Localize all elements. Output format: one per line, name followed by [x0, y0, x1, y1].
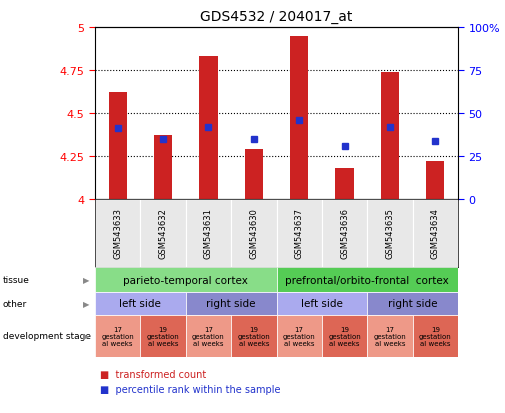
Text: parieto-temporal cortex: parieto-temporal cortex [123, 275, 248, 285]
Bar [277, 199, 322, 267]
Bar [277, 267, 458, 292]
Bar [245, 150, 263, 199]
Text: ■  transformed count: ■ transformed count [100, 370, 207, 380]
Text: 19
gestation
al weeks: 19 gestation al weeks [328, 326, 361, 346]
Bar [413, 315, 458, 357]
Bar [277, 315, 322, 357]
Bar [290, 36, 308, 199]
Text: GSM543635: GSM543635 [385, 208, 394, 259]
Text: ▶: ▶ [83, 275, 90, 284]
Text: 19
gestation
al weeks: 19 gestation al weeks [146, 326, 179, 346]
Text: 19
gestation
al weeks: 19 gestation al weeks [419, 326, 451, 346]
Bar [335, 169, 353, 199]
Bar [140, 315, 186, 357]
Bar [186, 292, 277, 315]
Text: GSM543632: GSM543632 [159, 208, 168, 259]
Bar [186, 199, 231, 267]
Text: GSM543630: GSM543630 [249, 208, 259, 259]
Text: tissue: tissue [3, 275, 29, 284]
Bar [381, 73, 399, 199]
Text: development stage: development stage [3, 332, 90, 341]
Text: 17
gestation
al weeks: 17 gestation al weeks [102, 326, 134, 346]
Bar [367, 315, 413, 357]
Text: ▶: ▶ [83, 299, 90, 308]
Text: other: other [3, 299, 27, 308]
Text: GSM543633: GSM543633 [113, 208, 122, 259]
Text: right side: right side [388, 299, 437, 309]
Text: ▶: ▶ [83, 332, 90, 341]
Bar [231, 199, 277, 267]
Title: GDS4532 / 204017_at: GDS4532 / 204017_at [200, 10, 352, 24]
Text: 19
gestation
al weeks: 19 gestation al weeks [237, 326, 270, 346]
Text: 17
gestation
al weeks: 17 gestation al weeks [283, 326, 316, 346]
Text: left side: left side [120, 299, 161, 309]
Text: GSM543636: GSM543636 [340, 208, 349, 259]
Text: ■  percentile rank within the sample: ■ percentile rank within the sample [100, 384, 281, 394]
Bar [426, 162, 444, 199]
Bar [95, 267, 277, 292]
Bar [231, 315, 277, 357]
Bar [140, 199, 186, 267]
Bar [186, 315, 231, 357]
Text: GSM543631: GSM543631 [204, 208, 213, 259]
Bar [95, 199, 140, 267]
Text: right side: right side [207, 299, 256, 309]
Bar [109, 93, 127, 199]
Text: left side: left side [301, 299, 343, 309]
Bar [322, 315, 367, 357]
Bar [154, 136, 172, 199]
Text: 17
gestation
al weeks: 17 gestation al weeks [374, 326, 407, 346]
Bar [95, 315, 140, 357]
Bar [413, 199, 458, 267]
Text: GSM543634: GSM543634 [431, 208, 440, 259]
Bar [199, 57, 218, 199]
Text: GSM543637: GSM543637 [295, 208, 304, 259]
Bar [367, 292, 458, 315]
Text: prefrontal/orbito-frontal  cortex: prefrontal/orbito-frontal cortex [285, 275, 449, 285]
Bar [322, 199, 367, 267]
Bar [95, 292, 186, 315]
Bar [277, 292, 367, 315]
Bar [367, 199, 413, 267]
Text: 17
gestation
al weeks: 17 gestation al weeks [192, 326, 225, 346]
